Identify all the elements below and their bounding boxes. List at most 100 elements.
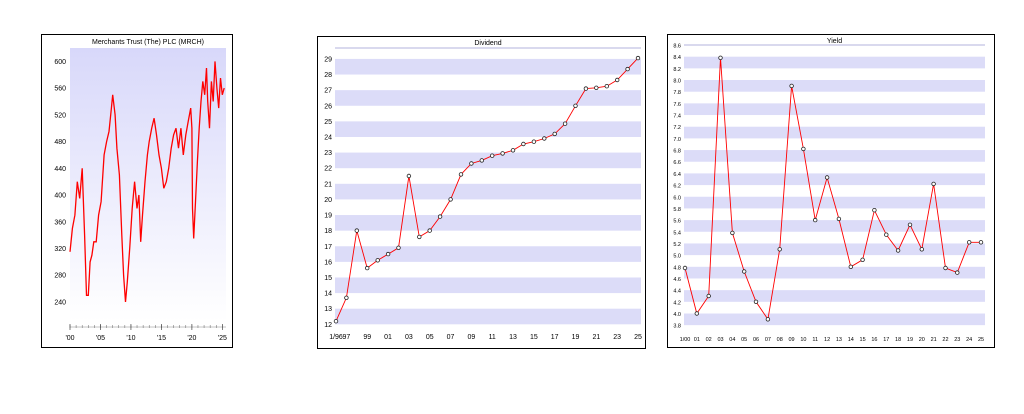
dividend-x-tick-label: 17 [551,334,559,341]
dividend-x-tick-label: 97 [343,334,351,341]
yield-data-point [931,181,936,187]
yield-data-point [741,269,747,274]
dividend-data-point [385,251,391,257]
dividend-x-tick-label: 15 [530,334,538,341]
yield-x-tick-label: 07 [765,337,771,343]
dividend-data-point [437,214,443,219]
dividend-y-tick-label: 23 [324,150,332,157]
dividend-data-point [448,197,453,202]
yield-y-tick-label: 8.2 [673,67,681,73]
yield-y-tick-label: 5.0 [673,254,681,260]
yield-data-point [730,230,735,236]
yield-y-tick-label: 8.4 [673,55,681,61]
price-x-tick-label: '00 [65,335,74,342]
dividend-data-point [625,66,630,72]
dividend-data-point [542,136,547,141]
dividend-data-point [573,103,578,108]
dividend-x-tick-label: 01 [384,334,392,341]
price-x-tick-label: '20 [187,335,196,342]
yield-y-tick-label: 6.8 [673,149,681,155]
yield-x-tick-label: 11 [812,337,818,343]
price-x-tick-label: '10 [126,335,135,342]
dividend-grid-band [335,152,641,169]
dividend-y-tick-label: 18 [324,228,332,235]
yield-x-tick-label: 25 [978,337,984,343]
yield-x-tick-label: 09 [788,337,794,343]
dividend-y-tick-label: 24 [324,134,332,141]
dividend-data-point [635,55,641,61]
dividend-data-point [489,153,495,158]
dividend-y-tick-label: 12 [324,322,332,329]
yield-grid-band [684,220,985,232]
yield-y-tick-label: 7.6 [673,102,681,108]
yield-x-tick-label: 24 [966,337,972,343]
yield-x-tick-label: 18 [895,337,901,343]
yield-y-tick-label: 8.0 [673,79,681,85]
yield-y-tick-label: 7.8 [673,90,681,96]
dividend-data-point [562,121,568,126]
yield-y-tick-label: 5.6 [673,219,681,225]
yield-y-tick-label: 7.4 [673,114,681,120]
yield-data-point [955,270,960,275]
yield-y-tick-label: 7.0 [673,137,681,143]
dividend-x-tick-label: 1/96 [329,334,343,341]
dividend-data-point [469,161,474,166]
dividend-x-tick-label: 21 [592,334,600,341]
dividend-x-tick-label: 19 [572,334,580,341]
price-series-line [69,61,225,303]
dividend-x-tick-label: 13 [509,334,517,341]
yield-data-point [718,55,723,60]
yield-y-tick-label: 6.2 [673,184,681,190]
yield-y-tick-label: 5.8 [673,207,681,213]
yield-chart-title: Yield [827,38,842,45]
yield-grid-band [684,290,985,302]
dividend-y-tick-label: 13 [324,306,332,313]
yield-x-tick-label: 06 [753,337,759,343]
price-y-tick-label: 600 [54,59,66,66]
dividend-data-point [552,131,557,137]
dividend-grid-band [335,308,641,325]
dividend-y-tick-label: 20 [324,197,332,204]
yield-x-tick-label: 03 [717,337,723,343]
yield-x-tick-label: 10 [800,337,806,343]
yield-y-tick-label: 7.2 [673,125,681,131]
dividend-data-point [583,86,589,91]
yield-y-tick-label: 4.0 [673,312,681,318]
yield-y-tick-label: 4.6 [673,277,681,283]
yield-data-point [907,222,913,227]
dividend-y-tick-label: 19 [324,213,332,220]
dividend-data-point [458,172,464,177]
yield-data-point [895,248,901,253]
yield-y-tick-label: 6.4 [673,172,681,178]
dividend-y-tick-label: 25 [324,119,332,126]
dividend-grid-band [335,58,641,75]
price-x-tick-label: '15 [157,335,166,342]
dividend-data-point [510,148,516,153]
yield-x-tick-label: 23 [954,337,960,343]
yield-data-point [789,83,794,89]
dividend-y-tick-label: 22 [324,166,332,173]
dividend-grid-band [335,183,641,200]
yield-y-tick-label: 6.0 [673,195,681,201]
dividend-x-tick-label: 99 [363,334,371,341]
dividend-y-tick-label: 16 [324,259,332,266]
yield-y-tick-label: 5.2 [673,242,681,248]
dividend-data-point [500,151,505,156]
dividend-grid-band [335,90,641,106]
price-y-tick-label: 520 [54,112,66,119]
price-y-tick-label: 400 [54,193,66,200]
dividend-x-tick-label: 09 [467,334,475,341]
dividend-y-tick-label: 21 [324,181,332,188]
yield-grid-band [684,173,985,186]
yield-data-point [884,232,889,237]
yield-x-tick-label: 19 [907,337,913,343]
dividend-data-point [417,234,422,240]
yield-grid-band [684,313,985,326]
price-chart-panel: Merchants Trust (The) PLC (MRCH) 240 280 32… [41,34,233,348]
yield-data-point [943,265,948,271]
yield-data-point [765,317,771,322]
dividend-data-point [521,141,526,147]
dividend-data-point [615,77,620,83]
dividend-data-point [604,84,609,89]
price-y-tick-label: 480 [54,139,66,146]
